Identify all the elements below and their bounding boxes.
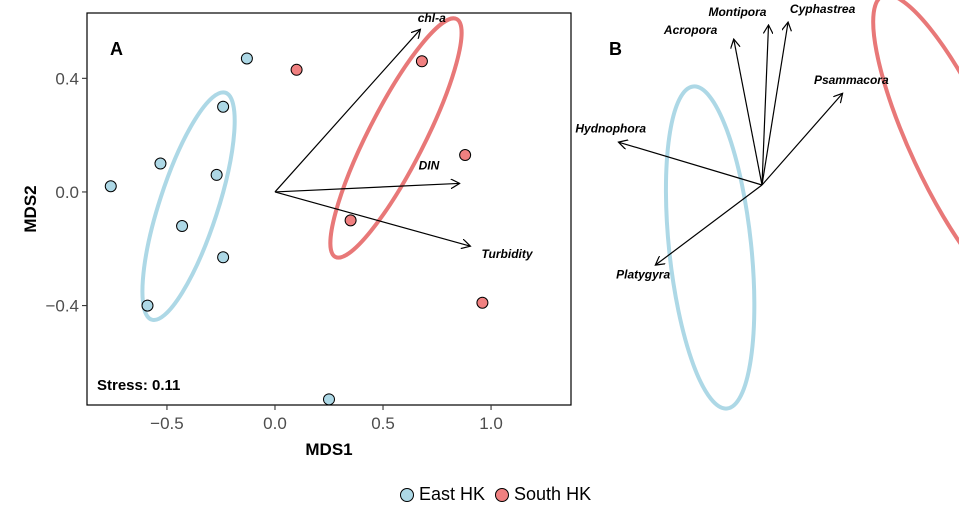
y-tick-label: 0.0 (55, 183, 79, 202)
vectors-a: chl-a DIN Turbidity (274, 11, 534, 261)
data-point (217, 100, 230, 113)
x-tick-label: 0.0 (263, 414, 287, 433)
legend-item-east: East HK (400, 484, 485, 505)
ellipses-a (140, 16, 464, 322)
vector-label: Platygyra (616, 268, 670, 282)
data-point (217, 251, 230, 264)
vector-label: DIN (419, 158, 440, 172)
x-tick-label: 1.0 (479, 414, 503, 433)
data-point (240, 52, 253, 65)
data-point (176, 220, 189, 233)
data-point (154, 157, 167, 170)
vector-label: chl-a (418, 11, 446, 25)
legend: East HK South HK (400, 484, 595, 505)
legend-label-south: South HK (514, 484, 592, 504)
vector-arrow (734, 40, 763, 186)
panel-b: Acropora Montipora Cyphastrea Psammacora Hyd… (575, 0, 959, 411)
legend-swatch-east (400, 487, 414, 502)
x-axis-ticks: −0.5 0.0 0.5 1.0 (150, 405, 503, 433)
vector-arrow (761, 94, 842, 186)
legend-swatch-south (495, 487, 510, 502)
data-point (141, 299, 154, 312)
panel-label-a: A (110, 39, 123, 59)
vector-arrow (761, 26, 768, 186)
ellipses-b (663, 0, 959, 411)
vector-label: Psammacora (814, 73, 889, 87)
group-ellipse (328, 16, 464, 260)
vector-label: Turbidity (481, 247, 533, 261)
group-ellipse (871, 0, 959, 298)
vector-arrow (656, 184, 763, 265)
group-ellipse (140, 90, 237, 322)
vector-label: Acropora (663, 23, 718, 37)
vector-arrow (761, 23, 788, 186)
vector-label: Hydnophora (575, 121, 646, 135)
points-a (104, 52, 489, 406)
vector-label: Cyphastrea (790, 2, 856, 16)
vector-label: Montipora (708, 5, 766, 19)
stress-label: Stress: 0.11 (97, 377, 180, 394)
vector-arrow (274, 183, 459, 193)
group-ellipse (663, 84, 757, 411)
vector-arrow (274, 30, 420, 193)
y-tick-label: 0.4 (55, 69, 79, 88)
y-axis-title: MDS2 (21, 185, 40, 232)
data-point (459, 149, 472, 162)
panel-a: chl-a DIN Turbidity −0.5 0.0 0.5 1.0 −0.4 0.0 0… (21, 11, 572, 459)
data-point (290, 63, 303, 76)
plot-a-frame (86, 12, 572, 406)
panel-label-b: B (609, 39, 622, 59)
x-tick-label: −0.5 (150, 414, 184, 433)
data-point (323, 393, 335, 406)
data-point (476, 296, 489, 309)
data-point (415, 55, 428, 68)
y-tick-label: −0.4 (45, 297, 79, 316)
data-point (104, 180, 117, 193)
legend-label-east: East HK (419, 484, 486, 504)
vector-arrow (619, 142, 763, 186)
y-axis-ticks: −0.4 0.0 0.4 (45, 69, 87, 316)
data-point (210, 168, 223, 181)
vector-arrow (274, 191, 469, 246)
x-tick-label: 0.5 (371, 414, 395, 433)
x-axis-title: MDS1 (305, 440, 352, 459)
data-point (344, 214, 357, 227)
legend-item-south: South HK (495, 484, 591, 505)
figure: chl-a DIN Turbidity −0.5 0.0 0.5 1.0 −0.4 0.0 0… (21, 0, 959, 459)
vectors-b: Acropora Montipora Cyphastrea Psammacora Hyd… (575, 2, 889, 281)
